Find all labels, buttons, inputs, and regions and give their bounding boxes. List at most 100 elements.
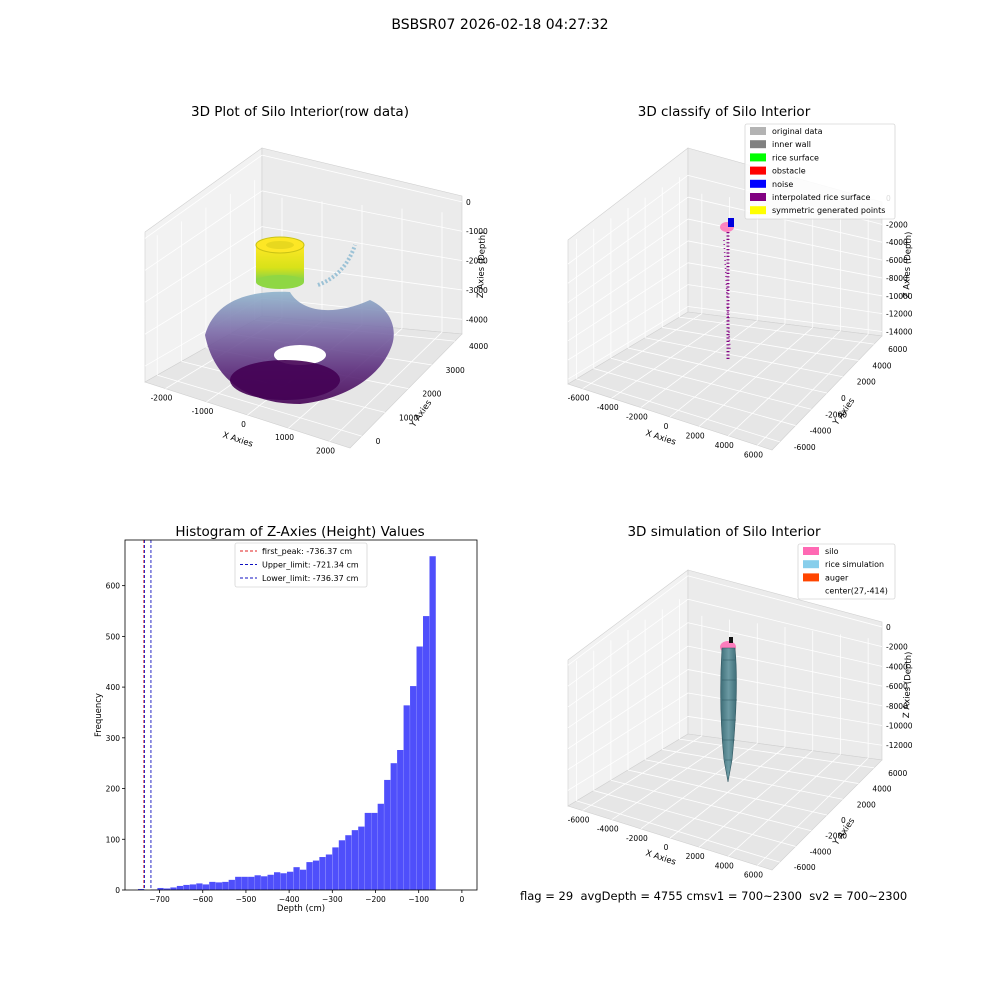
- panel1-ytick: 0: [376, 437, 381, 446]
- panel2-legend-frame: [744, 123, 896, 220]
- panel4-xtick: 6000: [744, 870, 763, 879]
- panel1-wall-points: [317, 244, 357, 287]
- histogram-ytick: 400: [106, 683, 121, 692]
- panel4-zlabel: Z Axies (Depth): [902, 651, 914, 718]
- histogram-axes-frame: [124, 539, 478, 891]
- panel4-ytick: -4000: [810, 847, 832, 856]
- panel2-ztick: -12000: [886, 310, 913, 319]
- panel-raw-data-3d: 3D Plot of Silo Interior(row data) -2000…: [144, 104, 488, 455]
- histogram-bar: [215, 882, 222, 890]
- panel4-xtick: 0: [664, 843, 669, 852]
- histogram-bar: [358, 826, 365, 890]
- histogram-bar: [176, 885, 184, 890]
- panel4-ytick: -2000: [825, 832, 847, 841]
- histogram-xlabel: Depth (cm): [277, 904, 325, 914]
- histogram-bar: [170, 887, 177, 890]
- histogram-bar: [390, 763, 397, 890]
- panel4-xtick: -2000: [626, 834, 648, 843]
- panel2-legend-swatch: [750, 206, 766, 215]
- histogram-bar: [248, 876, 255, 890]
- panel4-surface-mesh: [722, 659, 737, 761]
- panel1-ztick: 0: [466, 198, 471, 207]
- panel2-legend-label: original data: [772, 127, 823, 136]
- histogram-bar: [254, 875, 261, 890]
- panel2-legend-swatch: [750, 153, 766, 162]
- panel2-legend-label: rice surface: [772, 153, 819, 162]
- panel2-ztick: -8000: [886, 274, 908, 283]
- panel2-legend-swatch: [750, 179, 766, 188]
- panel4-ytick: 6000: [888, 769, 907, 778]
- panel2-ztick: -4000: [886, 238, 908, 247]
- histogram-xtick: −600: [192, 895, 213, 904]
- histogram-bar: [228, 879, 235, 890]
- panel1-ytick: 1000: [399, 413, 418, 422]
- histogram-bar: [209, 881, 216, 890]
- figure-title: BSBSR07 2026-02-18 04:27:32: [391, 17, 609, 33]
- histogram-xtick: −700: [149, 895, 170, 904]
- panel2-ytick: 0: [841, 394, 846, 403]
- panel4-xtick: -4000: [597, 825, 619, 834]
- panel4-ytick: 0: [841, 816, 846, 825]
- histogram-xtick: −300: [322, 895, 343, 904]
- histogram-bar: [397, 750, 404, 890]
- histogram-bar: [222, 881, 229, 890]
- panel2-xtick: 6000: [744, 450, 763, 459]
- panel1-zlabel: Z Axies (Depth): [476, 231, 488, 298]
- panel1-ytick: 3000: [446, 366, 465, 375]
- histogram-legend-label: Lower_limit: -736.37 cm: [262, 574, 359, 583]
- panel4-ztick: -6000: [886, 682, 908, 691]
- panel4-xtick: 4000: [715, 861, 734, 870]
- histogram-bar: [410, 686, 417, 890]
- panel2-ytick: -4000: [810, 427, 832, 436]
- panel4-ztick: -2000: [886, 643, 908, 652]
- panel2-ytick: -2000: [825, 410, 847, 419]
- panel1-top-ring-bottom: [256, 275, 304, 289]
- panel4-rice-simulation-surface: [720, 647, 737, 783]
- panel3-title: Histogram of Z-Axies (Height) Values: [175, 524, 424, 540]
- panel1-title: 3D Plot of Silo Interior(row data): [191, 104, 409, 120]
- panel2-title: 3D classify of Silo Interior: [638, 104, 811, 120]
- panel2-ztick: -6000: [886, 256, 908, 265]
- panel4-xtick: 2000: [686, 852, 705, 861]
- histogram-bar: [384, 779, 391, 890]
- histogram-bar: [183, 884, 190, 890]
- panel4-title: 3D simulation of Silo Interior: [627, 524, 821, 540]
- panel4-legend-label: center(27,-414): [825, 587, 888, 596]
- histogram-bar: [351, 830, 359, 890]
- histogram-bar: [325, 854, 333, 890]
- histogram-xtick: 0: [459, 895, 464, 904]
- panel2-legend-swatch: [750, 127, 766, 135]
- footer-flag: flag = 29: [520, 889, 574, 903]
- panel2-legend-swatch: [750, 140, 766, 149]
- histogram-reference-lines: [143, 540, 152, 890]
- histogram-bar: [319, 857, 326, 890]
- panel2-xlabel: X Axies: [644, 428, 677, 447]
- panel2-ztick: -10000: [886, 292, 913, 301]
- histogram-bar: [338, 840, 346, 890]
- histogram-bar: [371, 812, 378, 890]
- panel2-xtick: -4000: [597, 403, 619, 412]
- status-footer: flag = 29 avgDepth = 4755 cmsv1 = 700~23…: [520, 889, 907, 903]
- histogram-ylabel: Frequency: [94, 693, 104, 737]
- histogram-xtick: −400: [279, 895, 300, 904]
- histogram-legend: first_peak: -736.37 cm Upper_limit: -721.…: [234, 542, 368, 588]
- histogram-bar: [286, 871, 294, 890]
- histogram-bar: [261, 876, 268, 890]
- panel-histogram: Histogram of Z-Axies (Height) Values −70…: [94, 524, 478, 914]
- panel4-xtick: -6000: [568, 816, 590, 825]
- panel1-xtick: 1000: [275, 433, 294, 442]
- panel2-zlabel: Z Axies (Depth): [902, 231, 914, 298]
- histogram-bar: [312, 860, 320, 890]
- panel4-legend-swatch: [803, 573, 819, 582]
- panel1-surface-hole: [274, 345, 326, 365]
- histogram-bar: [137, 888, 145, 890]
- histogram-bar: [377, 803, 384, 890]
- histogram-bar: [274, 872, 281, 890]
- panel4-ytick: -6000: [794, 863, 816, 872]
- panel1-xtick: -1000: [192, 407, 214, 416]
- panel4-legend-frame: [797, 543, 896, 600]
- panel2-noise-points: [728, 218, 734, 227]
- histogram-xtick: −500: [236, 895, 257, 904]
- panel1-top-ring-inner: [266, 241, 294, 249]
